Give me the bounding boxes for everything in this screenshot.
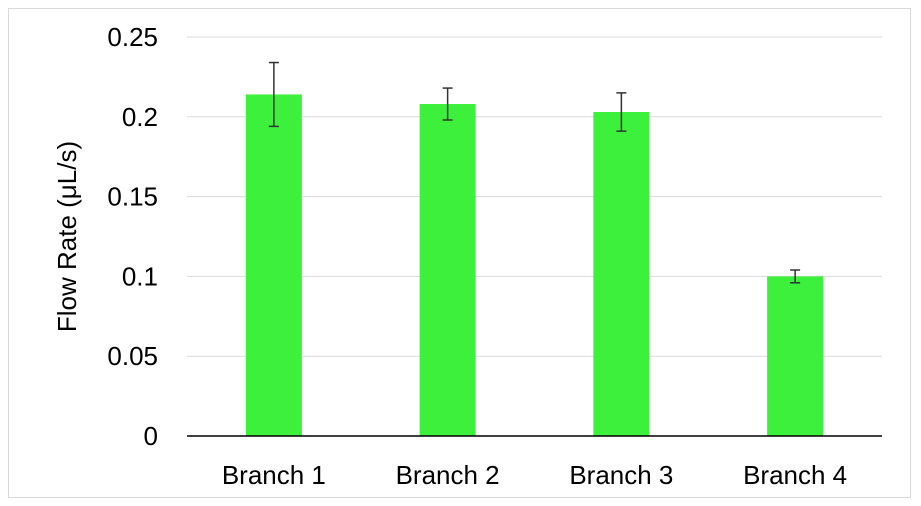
error-bar [442, 87, 453, 121]
x-tick-label: Branch 4 [743, 460, 847, 490]
y-tick-labels: 0 0.05 0.1 0.15 0.2 0.25 [107, 22, 158, 451]
x-tick-label: Branch 1 [222, 460, 326, 490]
y-tick-label: 0.1 [122, 261, 158, 291]
y-tick-label: 0.15 [107, 182, 158, 212]
error-bar [790, 269, 801, 284]
bar [593, 112, 650, 437]
bars [245, 94, 824, 437]
bar [767, 276, 824, 436]
y-tick-label: 0.25 [107, 22, 158, 52]
bar [245, 94, 302, 437]
x-tick-label: Branch 2 [396, 460, 500, 490]
y-tick-label: 0 [144, 421, 158, 451]
error-bar [616, 92, 627, 132]
error-bar [268, 61, 279, 128]
y-tick-label: 0.05 [107, 341, 158, 371]
x-tick-labels: Branch 1 Branch 2 Branch 3 Branch 4 [222, 460, 847, 490]
error-bars [268, 61, 801, 284]
x-tick-label: Branch 3 [569, 460, 673, 490]
y-axis-title: Flow Rate (μL/s) [52, 141, 82, 332]
y-tick-label: 0.2 [122, 102, 158, 132]
bar [419, 104, 476, 437]
gridlines [187, 36, 882, 357]
